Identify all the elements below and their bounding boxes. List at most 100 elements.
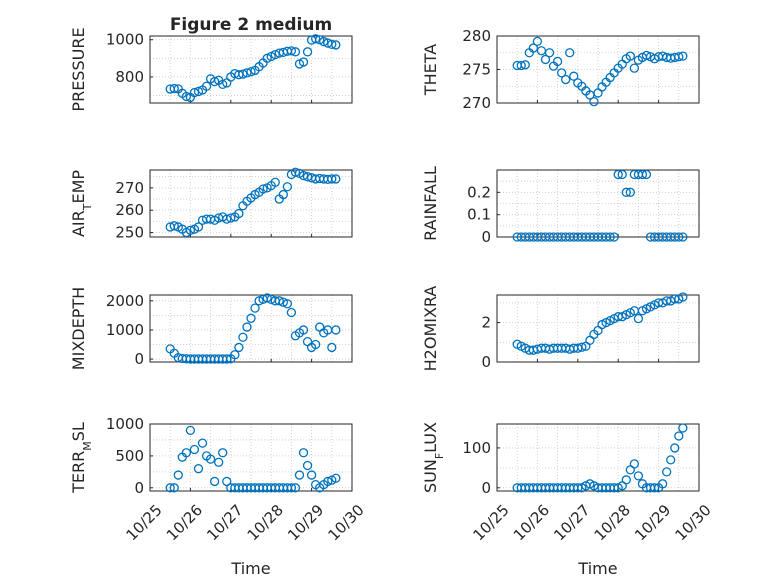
- data-point: [201, 81, 212, 91]
- data-point: [528, 43, 539, 53]
- data-point: [641, 50, 652, 61]
- y-axis-label: THETA: [421, 44, 440, 96]
- data-point: [678, 292, 688, 302]
- data-point: [222, 476, 232, 487]
- data-point: [278, 189, 288, 200]
- data-point: [242, 68, 252, 78]
- data-point: [246, 313, 256, 323]
- data-point: [629, 459, 640, 469]
- data-point: [657, 479, 668, 489]
- data-point: [197, 438, 208, 448]
- data-point: [246, 67, 256, 77]
- y-tick-label: 2000: [106, 292, 144, 310]
- data-point: [169, 83, 179, 94]
- data-point: [331, 473, 341, 483]
- y-axis-label: SUNFLUX: [421, 422, 446, 493]
- data-point: [327, 39, 337, 50]
- data-point: [302, 47, 313, 57]
- data-point: [238, 69, 248, 79]
- subplot-air-temp: 250 260 270 AIRTEMP: [69, 167, 353, 242]
- data-point: [298, 325, 309, 335]
- data-point: [189, 444, 200, 455]
- subplot-pressure: 800 1000 PRESSURE: [69, 27, 353, 112]
- data-point: [670, 443, 680, 453]
- axes-border: [149, 35, 353, 104]
- y-tick-label: 250: [115, 224, 144, 242]
- data-point: [290, 483, 301, 493]
- data-point: [205, 454, 216, 464]
- data-point: [278, 297, 288, 307]
- data-point: [319, 36, 329, 47]
- y-tick-label: 275: [462, 61, 491, 79]
- y-tick-label: 800: [115, 68, 144, 86]
- data-point: [552, 56, 563, 67]
- y-tick-label: 0: [481, 353, 491, 371]
- data-point: [286, 46, 297, 56]
- axes-border: [149, 423, 353, 492]
- figure-title: Figure 2 medium: [170, 15, 332, 35]
- data-point: [282, 299, 293, 309]
- y-axis-label: H2OMIXRA: [421, 286, 440, 372]
- data-point: [678, 51, 688, 61]
- y-tick-label: 500: [115, 447, 144, 465]
- subplot-theta: 270 275 280 THETA: [421, 27, 700, 112]
- data-point: [234, 208, 244, 219]
- data-point: [561, 74, 571, 85]
- subplot-mixdepth: 0 1000 2000 MIXDEPTH: [69, 287, 353, 370]
- subplot-rainfall: 0 0.1 0.2 RAINFALL: [421, 166, 700, 246]
- data-point: [286, 483, 297, 493]
- data-point: [274, 296, 284, 306]
- data-point: [222, 354, 232, 364]
- data-point: [193, 222, 204, 232]
- data-point: [662, 467, 672, 477]
- data-point: [298, 448, 309, 458]
- data-point: [565, 48, 575, 58]
- data-point: [674, 431, 684, 441]
- data-point: [209, 76, 220, 87]
- y-tick-label: 0: [134, 350, 144, 368]
- data-point: [569, 71, 579, 81]
- y-tick-label: 1000: [106, 31, 144, 49]
- data-point: [666, 455, 676, 465]
- data-point: [298, 170, 309, 181]
- data-point: [185, 225, 196, 235]
- data-point: [258, 184, 268, 194]
- data-point: [306, 470, 317, 480]
- data-point: [625, 187, 635, 197]
- data-point: [230, 350, 240, 360]
- data-point: [331, 325, 341, 335]
- data-point: [302, 172, 313, 182]
- data-point: [209, 476, 220, 487]
- data-point: [193, 86, 204, 97]
- y-axis-label: PRESSURE: [69, 27, 88, 111]
- data-point: [254, 296, 264, 306]
- axes-border: [496, 294, 700, 363]
- data-point: [637, 169, 648, 180]
- y-tick-label: 0: [481, 228, 491, 246]
- data-point: [214, 457, 224, 467]
- y-tick-label: 1000: [106, 321, 144, 339]
- y-tick-label: 1000: [106, 415, 144, 433]
- data-point: [262, 293, 272, 303]
- data-point: [633, 313, 644, 324]
- data-point: [169, 483, 179, 493]
- data-point: [238, 332, 248, 342]
- data-point: [185, 425, 196, 436]
- data-point: [674, 232, 684, 242]
- data-point: [298, 57, 309, 67]
- data-point: [589, 97, 599, 107]
- data-point: [323, 476, 333, 487]
- y-axis-label: RAINFALL: [421, 166, 440, 241]
- data-point: [540, 54, 551, 65]
- data-point: [621, 187, 631, 197]
- data-point: [331, 174, 341, 184]
- data-point: [331, 40, 341, 50]
- data-point: [617, 169, 627, 180]
- data-point: [327, 342, 337, 353]
- y-tick-label: 0.1: [467, 206, 491, 224]
- data-point: [678, 423, 688, 433]
- y-axis-label: TERRMSL: [69, 422, 94, 494]
- data-point: [613, 169, 623, 180]
- data-point: [218, 448, 228, 458]
